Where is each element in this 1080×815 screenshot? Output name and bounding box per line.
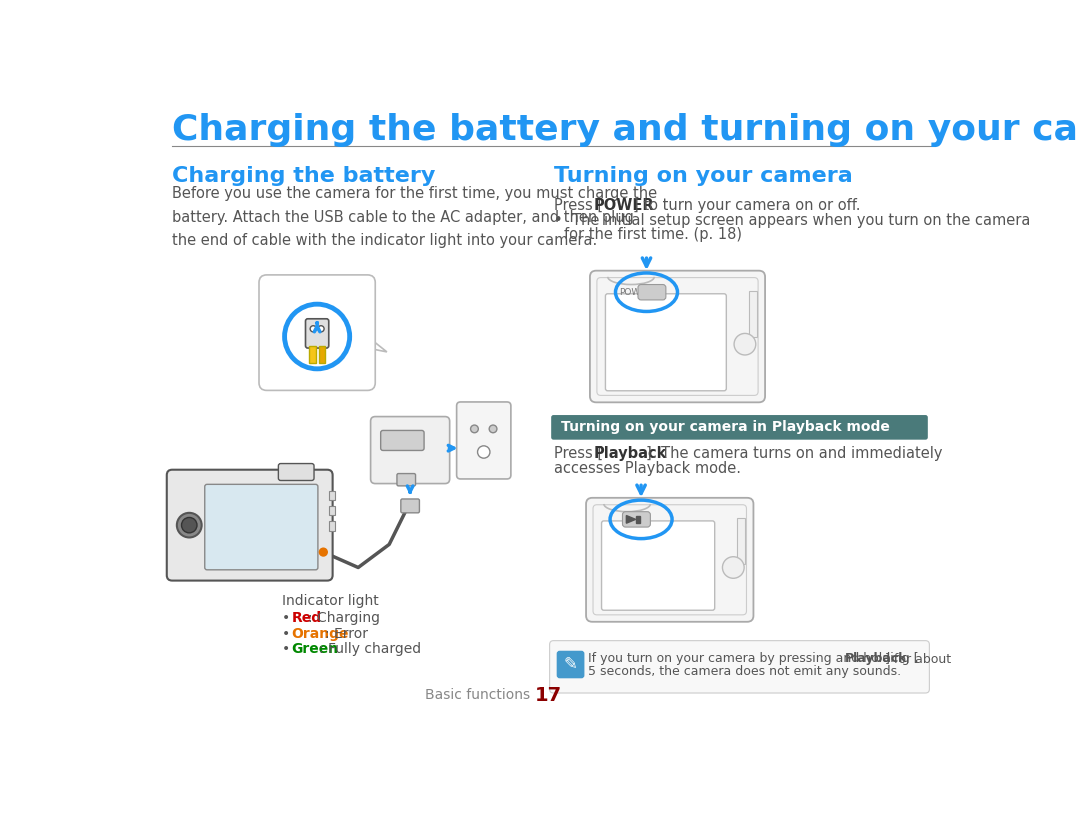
Text: : Charging: : Charging: [308, 611, 380, 625]
Text: Press [: Press [: [554, 198, 603, 213]
Text: Green: Green: [292, 642, 339, 656]
Text: Turning on your camera in Playback mode: Turning on your camera in Playback mode: [562, 421, 890, 434]
Bar: [636, 516, 639, 523]
Circle shape: [319, 548, 328, 557]
Bar: [748, 291, 757, 337]
Text: Press [: Press [: [554, 446, 603, 460]
Bar: [309, 346, 315, 363]
Text: : Fully charged: : Fully charged: [320, 642, 421, 656]
Text: ✎: ✎: [564, 655, 578, 673]
Text: Orange: Orange: [292, 627, 349, 641]
Circle shape: [181, 518, 197, 533]
Bar: [328, 491, 335, 500]
FancyBboxPatch shape: [638, 284, 666, 300]
FancyBboxPatch shape: [380, 430, 424, 451]
Text: Playback: Playback: [845, 652, 907, 665]
Text: for the first time. (p. 18): for the first time. (p. 18): [565, 227, 742, 242]
Bar: [328, 522, 335, 531]
FancyBboxPatch shape: [602, 521, 715, 610]
FancyBboxPatch shape: [586, 498, 754, 622]
FancyBboxPatch shape: [166, 469, 333, 580]
Text: •: •: [282, 611, 295, 625]
Text: : Error: : Error: [325, 627, 368, 641]
Text: •  The initial setup screen appears when you turn on the camera: • The initial setup screen appears when …: [554, 214, 1030, 228]
Circle shape: [177, 513, 202, 537]
Circle shape: [318, 326, 324, 332]
FancyBboxPatch shape: [279, 464, 314, 481]
Text: 17: 17: [535, 685, 562, 705]
Text: Charging the battery and turning on your camera: Charging the battery and turning on your…: [172, 113, 1080, 148]
Text: ]. The camera turns on and immediately: ]. The camera turns on and immediately: [646, 446, 942, 460]
Circle shape: [477, 446, 490, 458]
Text: Charging the battery: Charging the battery: [172, 165, 435, 186]
FancyBboxPatch shape: [457, 402, 511, 479]
Text: •: •: [282, 627, 295, 641]
Text: •: •: [282, 642, 295, 656]
FancyBboxPatch shape: [551, 415, 928, 439]
FancyBboxPatch shape: [259, 275, 375, 390]
Bar: [738, 518, 745, 564]
FancyBboxPatch shape: [401, 499, 419, 513]
Text: Indicator light: Indicator light: [282, 594, 379, 609]
Circle shape: [723, 557, 744, 579]
FancyBboxPatch shape: [557, 651, 583, 677]
FancyBboxPatch shape: [606, 293, 727, 390]
Text: ] for about: ] for about: [886, 652, 951, 665]
Circle shape: [489, 425, 497, 433]
FancyBboxPatch shape: [622, 512, 650, 527]
Polygon shape: [626, 516, 636, 523]
Text: Before you use the camera for the first time, you must charge the
battery. Attac: Before you use the camera for the first …: [172, 187, 658, 248]
Text: Playback: Playback: [594, 446, 667, 460]
FancyBboxPatch shape: [306, 319, 328, 348]
Text: POWER: POWER: [619, 288, 652, 297]
Text: Basic functions: Basic functions: [426, 689, 530, 703]
Text: Turning on your camera: Turning on your camera: [554, 165, 852, 186]
Text: Red: Red: [292, 611, 322, 625]
FancyBboxPatch shape: [550, 641, 930, 693]
Text: 5 seconds, the camera does not emit any sounds.: 5 seconds, the camera does not emit any …: [588, 665, 901, 678]
FancyBboxPatch shape: [590, 271, 765, 403]
Circle shape: [471, 425, 478, 433]
Text: If you turn on your camera by pressing and holding [: If you turn on your camera by pressing a…: [588, 652, 918, 665]
FancyBboxPatch shape: [205, 484, 318, 570]
Circle shape: [310, 326, 316, 332]
Bar: [319, 346, 325, 363]
FancyBboxPatch shape: [370, 416, 449, 483]
Circle shape: [734, 333, 756, 355]
Text: ] to turn your camera on or off.: ] to turn your camera on or off.: [633, 198, 861, 213]
FancyBboxPatch shape: [397, 474, 416, 486]
Text: POWER: POWER: [594, 198, 654, 213]
Text: accesses Playback mode.: accesses Playback mode.: [554, 461, 741, 476]
Polygon shape: [367, 337, 387, 352]
Bar: [328, 506, 335, 515]
